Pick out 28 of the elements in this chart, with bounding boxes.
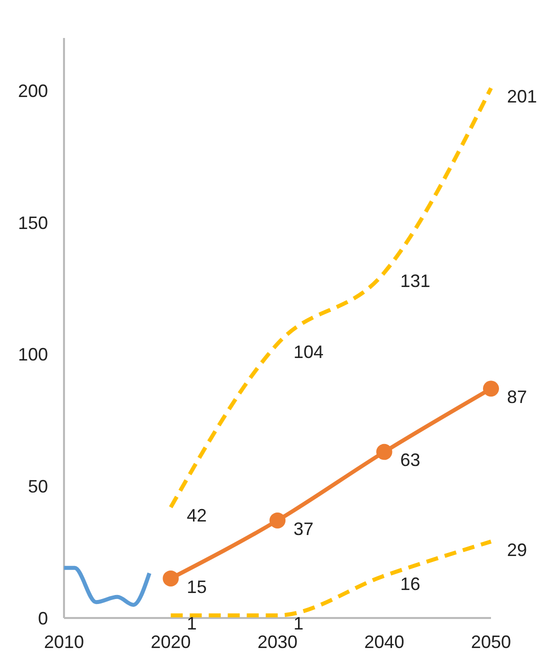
point [376, 444, 392, 460]
line-series [62, 566, 152, 607]
data-label: 37 [294, 518, 314, 539]
x-tick-label: 2020 [150, 632, 191, 652]
y-tick-label: 150 [18, 212, 48, 233]
data-label: 63 [400, 450, 420, 470]
data-label: 131 [400, 270, 430, 291]
x-tick-label: 2050 [470, 632, 512, 652]
data-label: 42 [186, 506, 207, 526]
data-label: 16 [400, 574, 420, 594]
line-series [168, 86, 493, 510]
point [162, 570, 179, 586]
data-label: 1 [294, 614, 304, 634]
data-label: 201 [507, 86, 538, 106]
data-label: 104 [294, 342, 324, 362]
data-label: 87 [507, 386, 528, 407]
y-tick-label: 100 [18, 344, 48, 365]
y-tick-label: 200 [18, 81, 48, 102]
data-label: 29 [507, 540, 528, 560]
x-tick-label: 2010 [44, 632, 84, 652]
y-tick-label: 0 [38, 608, 48, 628]
point [270, 512, 286, 528]
x-tick-label: 2030 [257, 632, 298, 652]
y-tick-label: 50 [28, 476, 48, 496]
data-label: 1 [186, 614, 197, 634]
point [483, 380, 499, 397]
x-tick-label: 2040 [364, 632, 404, 652]
data-label: 15 [186, 576, 207, 597]
